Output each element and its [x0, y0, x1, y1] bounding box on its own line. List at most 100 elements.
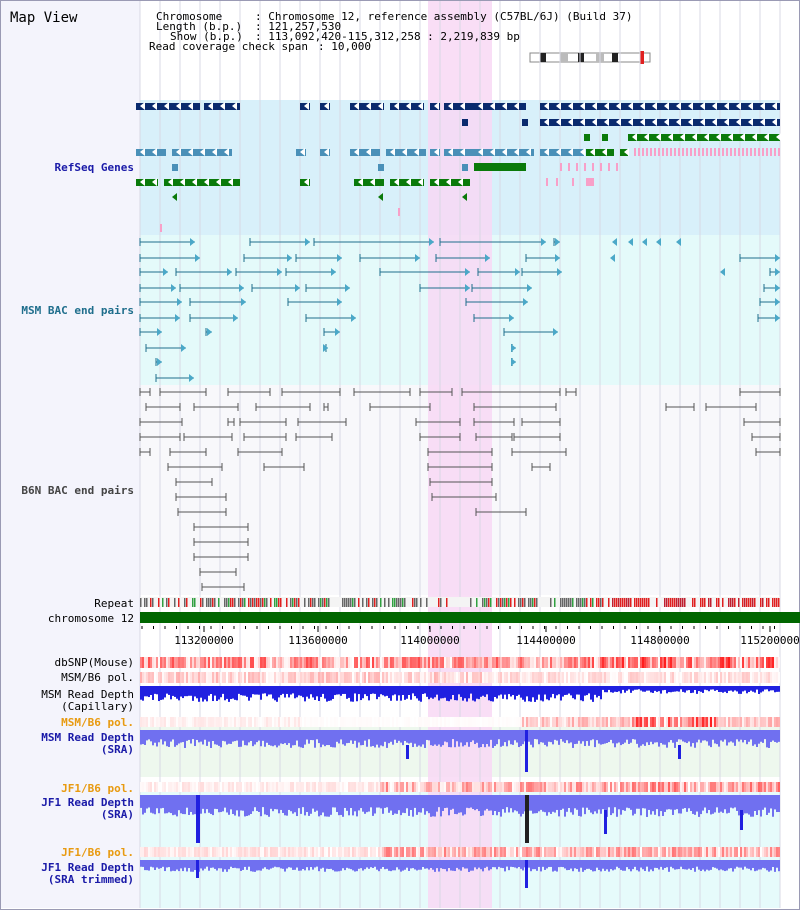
jf1-depth-trimmed-bar	[654, 860, 656, 868]
msm-depth-capillary-bar	[572, 686, 574, 699]
msm-depth-capillary-bar	[338, 686, 340, 695]
jf1-pol2-heat	[348, 847, 350, 857]
jf1-depth-trimmed-bar	[538, 860, 540, 867]
jf1-depth-sra-bar	[474, 795, 476, 811]
jf1-pol2-heat	[712, 847, 714, 857]
msm-depth-sra-bar	[278, 730, 280, 746]
track-label-refseq[interactable]: RefSeq Genes	[54, 161, 134, 174]
dbsnp-heat	[518, 657, 520, 668]
msm-depth-sra-bar	[396, 730, 398, 743]
msm-pol-heat	[636, 672, 638, 683]
msm-depth-sra-bar	[390, 730, 392, 742]
msm-pol2-heat	[206, 717, 208, 727]
jf1-pol-heat	[396, 782, 398, 792]
jf1-depth-sra-bar	[514, 795, 516, 811]
msm-pol2-heat	[488, 717, 490, 727]
jf1-pol2-heat	[678, 847, 680, 857]
msm-depth-sra-bar	[352, 730, 354, 744]
jf1-depth-trimmed-bar	[468, 860, 470, 872]
msm-depth-capillary-bar	[266, 686, 268, 697]
jf1-depth-trimmed-bar	[740, 860, 742, 868]
msm-pol-heat	[434, 672, 436, 683]
jf1-depth-trimmed-bar	[376, 860, 378, 870]
repeat-mark	[746, 598, 748, 607]
jf1-pol-heat	[230, 782, 232, 792]
dbsnp-heat	[658, 657, 660, 668]
jf1-pol-heat	[422, 782, 424, 792]
msm-pol-heat	[160, 672, 162, 683]
refseq-gene-arrow	[652, 102, 657, 110]
msm-depth-capillary-bar	[542, 686, 544, 702]
dbsnp-heat	[578, 657, 580, 668]
jf1-depth-sra-bar	[496, 795, 498, 816]
msm-depth-sra-bar	[470, 730, 472, 742]
jf1-depth-trimmed-bar	[174, 860, 176, 872]
jf1-depth-trimmed-bar	[288, 860, 290, 868]
msm-pol-heat	[236, 672, 238, 683]
msm-pol2-heat	[530, 717, 532, 727]
repeat-mark	[766, 598, 768, 607]
msm-depth-capillary-bar	[382, 686, 384, 696]
msm-pol2-heat	[648, 717, 650, 727]
repeat-mark	[230, 598, 232, 607]
jf1-pol2-heat	[652, 847, 654, 857]
jf1-pol-heat	[584, 782, 586, 792]
dbsnp-heat	[234, 657, 236, 668]
msm-depth-capillary-bar	[396, 686, 398, 701]
refseq-gene-arrow	[728, 133, 733, 141]
jf1-depth-trimmed-bar	[432, 860, 434, 870]
dbsnp-heat	[378, 657, 380, 668]
ideogram-outline	[529, 52, 651, 63]
dbsnp-heat	[702, 657, 704, 668]
jf1-pol-heat	[644, 782, 646, 792]
msm-depth-capillary-bar	[652, 686, 654, 693]
refseq-pseudogene	[560, 163, 562, 171]
msm-depth-sra-bar	[696, 730, 698, 743]
jf1-depth-trimmed-bar	[450, 860, 452, 871]
msm-pol2-heat	[776, 717, 778, 727]
repeat-mark	[778, 598, 780, 607]
msm-pol-heat	[372, 672, 374, 683]
dbsnp-heat	[212, 657, 214, 668]
jf1-pol2-heat	[194, 847, 196, 857]
msm-depth-capillary-bar	[320, 686, 322, 697]
track-label-b6n-bac[interactable]: B6N BAC end pairs	[21, 484, 134, 497]
msm-bac-end-marker	[775, 284, 780, 292]
refseq-gene-arrow	[676, 118, 681, 126]
jf1-depth-trimmed-bar	[372, 860, 374, 869]
msm-pol2-heat	[146, 717, 148, 727]
jf1-pol2-heat	[162, 847, 164, 857]
jf1-pol2-heat	[392, 847, 394, 857]
track-label-msm-bac[interactable]: MSM BAC end pairs	[21, 304, 134, 317]
dbsnp-heat	[514, 657, 516, 668]
msm-depth-sra-bar	[602, 730, 604, 745]
msm-depth-capillary-bar	[438, 686, 440, 701]
jf1-depth-sra-bar	[142, 795, 144, 815]
repeat-mark	[626, 598, 628, 607]
dbsnp-heat	[606, 657, 608, 668]
jf1-depth-sra-bar	[536, 795, 538, 814]
jf1-depth-trimmed-bar	[456, 860, 458, 868]
msm-depth-capillary-bar	[374, 686, 376, 694]
jf1-pol2-heat	[774, 847, 776, 857]
jf1-depth-trimmed-bar	[774, 860, 776, 872]
msm-pol-heat	[616, 672, 618, 683]
dbsnp-heat	[302, 657, 304, 668]
refseq-gene-arrow	[434, 178, 439, 186]
msm-depth-capillary-bar	[420, 686, 422, 702]
jf1-depth-sra-bar	[230, 795, 232, 810]
msm-bac-end-marker	[485, 254, 490, 262]
jf1-depth-trimmed-bar	[768, 860, 770, 872]
jf1-depth-trimmed-bar	[338, 860, 340, 872]
msm-depth-capillary-bar	[512, 686, 514, 696]
jf1-pol2-heat	[212, 847, 214, 857]
jf1-pol2-heat	[648, 847, 650, 857]
msm-pol2-heat	[768, 717, 770, 727]
msm-depth-sra-bar	[210, 730, 212, 748]
msm-depth-capillary-bar	[360, 686, 362, 701]
jf1-pol-heat	[176, 782, 178, 792]
refseq-pseudogene	[634, 148, 636, 156]
msm-depth-capillary-bar	[366, 686, 368, 697]
msm-pol2-heat	[708, 717, 710, 727]
